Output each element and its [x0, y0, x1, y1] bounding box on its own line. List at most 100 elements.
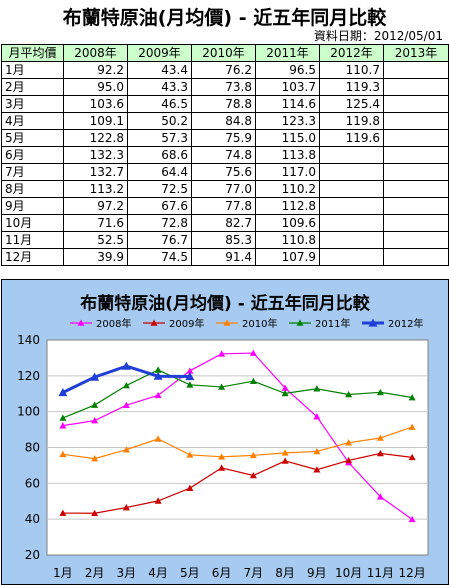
- price-cell: 96.5: [255, 61, 320, 79]
- price-cell: 77.0: [191, 180, 256, 198]
- month-cell: 9月: [1, 197, 64, 215]
- price-cell: 110.2: [255, 180, 320, 198]
- data-point: [376, 434, 384, 441]
- column-header: 2011年: [255, 44, 320, 62]
- data-point: [58, 387, 68, 397]
- month-cell: 8月: [1, 180, 64, 198]
- data-point: [218, 453, 226, 460]
- x-tick-label: 7月: [244, 566, 264, 580]
- price-cell: 114.6: [255, 95, 320, 113]
- price-cell: [319, 146, 384, 164]
- price-cell: 82.7: [191, 214, 256, 232]
- price-cell: 125.4: [319, 95, 384, 113]
- data-point: [313, 447, 321, 455]
- data-point: [313, 385, 321, 392]
- price-table: 月平均價 2008年 2009年 2010年 2011年 2012年 2013年 1月 92.…: [1, 44, 449, 266]
- table-row: 1月 92.2 43.4 76.2 96.5 110.7: [1, 61, 449, 79]
- price-cell: [383, 197, 449, 215]
- data-point: [186, 451, 194, 458]
- month-cell: 4月: [1, 112, 64, 130]
- price-cell: [319, 197, 384, 215]
- table-row: 4月 109.1 50.2 84.8 123.3 119.8: [1, 112, 449, 130]
- table-row: 8月 113.2 72.5 77.0 110.2: [1, 180, 449, 198]
- price-cell: [383, 61, 449, 79]
- data-point: [121, 361, 131, 370]
- price-cell: 113.8: [255, 146, 320, 164]
- month-cell: 10月: [1, 214, 64, 232]
- price-cell: 123.3: [255, 112, 320, 130]
- legend-label: 2009年: [169, 317, 204, 330]
- x-tick-label: 5月: [180, 566, 200, 580]
- legend-label: 2011年: [315, 317, 350, 330]
- price-cell: 103.7: [255, 78, 320, 96]
- data-point: [59, 414, 67, 421]
- legend-marker: [223, 319, 231, 326]
- legend-label: 2010年: [242, 317, 277, 330]
- y-tick-label: 120: [17, 369, 40, 383]
- x-tick-label: 1月: [53, 566, 73, 580]
- price-cell: 43.3: [127, 78, 192, 96]
- price-cell: 103.6: [63, 95, 128, 113]
- data-point: [408, 394, 416, 401]
- price-cell: [319, 231, 384, 249]
- data-point: [249, 377, 257, 385]
- price-cell: [383, 180, 449, 198]
- x-tick-label: 8月: [275, 566, 295, 580]
- data-point: [186, 367, 194, 374]
- price-cell: [383, 163, 449, 181]
- data-point: [218, 350, 226, 357]
- legend-marker: [296, 319, 304, 326]
- x-tick-label: 9月: [307, 566, 327, 580]
- table-row: 5月 122.8 57.3 75.9 115.0 119.6: [1, 129, 449, 147]
- price-cell: 77.8: [191, 197, 256, 215]
- data-point: [313, 466, 321, 473]
- data-point: [281, 389, 289, 397]
- data-point: [186, 381, 194, 388]
- price-cell: [383, 78, 449, 96]
- data-point: [376, 493, 384, 500]
- data-point: [281, 449, 289, 456]
- price-cell: 57.3: [127, 129, 192, 147]
- y-tick-label: 100: [17, 405, 40, 419]
- data-point: [59, 422, 67, 429]
- price-cell: [319, 214, 384, 232]
- legend-label: 2012年: [388, 317, 423, 330]
- column-header: 2009年: [127, 44, 192, 62]
- table-row: 9月 97.2 67.6 77.8 112.8: [1, 197, 449, 215]
- y-tick-label: 20: [25, 548, 40, 562]
- month-cell: 5月: [1, 129, 64, 147]
- line-chart: 布蘭特原油(月均價) - 近五年同月比較 20 40 60 80 100 120 140 1月 2…: [17, 293, 429, 580]
- price-cell: 74.5: [127, 248, 192, 266]
- price-cell: 84.8: [191, 112, 256, 130]
- price-cell: 132.3: [63, 146, 128, 164]
- price-cell: [383, 214, 449, 232]
- price-cell: 75.9: [191, 129, 256, 147]
- price-cell: 71.6: [63, 214, 128, 232]
- data-point: [154, 391, 162, 399]
- data-point: [249, 349, 257, 356]
- data-point: [408, 423, 416, 430]
- table-row: 7月 132.7 64.4 75.6 117.0: [1, 163, 449, 181]
- price-cell: 109.1: [63, 112, 128, 130]
- price-cell: 91.4: [191, 248, 256, 266]
- column-header: 2013年: [383, 44, 449, 62]
- data-point: [249, 471, 257, 479]
- price-cell: 52.5: [63, 231, 128, 249]
- data-point: [408, 515, 416, 523]
- table-header-row: 月平均價 2008年 2009年 2010年 2011年 2012年 2013年: [1, 44, 449, 62]
- data-point: [313, 413, 321, 420]
- x-tick-label: 3月: [117, 566, 137, 580]
- data-point: [59, 450, 67, 458]
- price-cell: 132.7: [63, 163, 128, 181]
- data-point: [91, 401, 99, 408]
- price-cell: 119.8: [319, 112, 384, 130]
- data-point: [122, 504, 130, 511]
- data-point: [154, 435, 162, 442]
- price-cell: 110.8: [255, 231, 320, 249]
- legend-marker: [77, 319, 85, 326]
- data-date: 資料日期：2012/05/01: [313, 29, 443, 43]
- price-cell: 122.8: [63, 129, 128, 147]
- data-point: [91, 455, 99, 462]
- month-cell: 11月: [1, 231, 64, 249]
- data-point: [90, 372, 100, 381]
